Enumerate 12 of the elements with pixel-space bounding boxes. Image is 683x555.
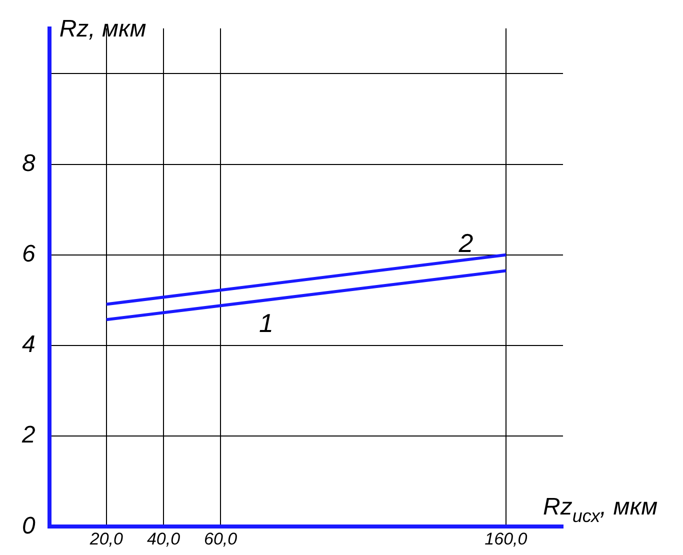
- y-tick-label: 4: [22, 331, 36, 358]
- y-tick-label: 0: [22, 512, 36, 540]
- x-tick-label: 160,0: [484, 530, 528, 549]
- x-tick-label: 20,0: [88, 530, 124, 549]
- y-tick-label: 2: [20, 422, 36, 449]
- y-tick-label: 6: [22, 240, 36, 268]
- x-tick-label: 60,0: [204, 530, 238, 549]
- x-tick-label: 40,0: [146, 530, 181, 549]
- y-tick-label: 8: [22, 150, 36, 177]
- series-label: 1: [258, 308, 274, 338]
- y-axis-title: Rz, мкм: [59, 15, 146, 42]
- series-label: 2: [458, 228, 474, 258]
